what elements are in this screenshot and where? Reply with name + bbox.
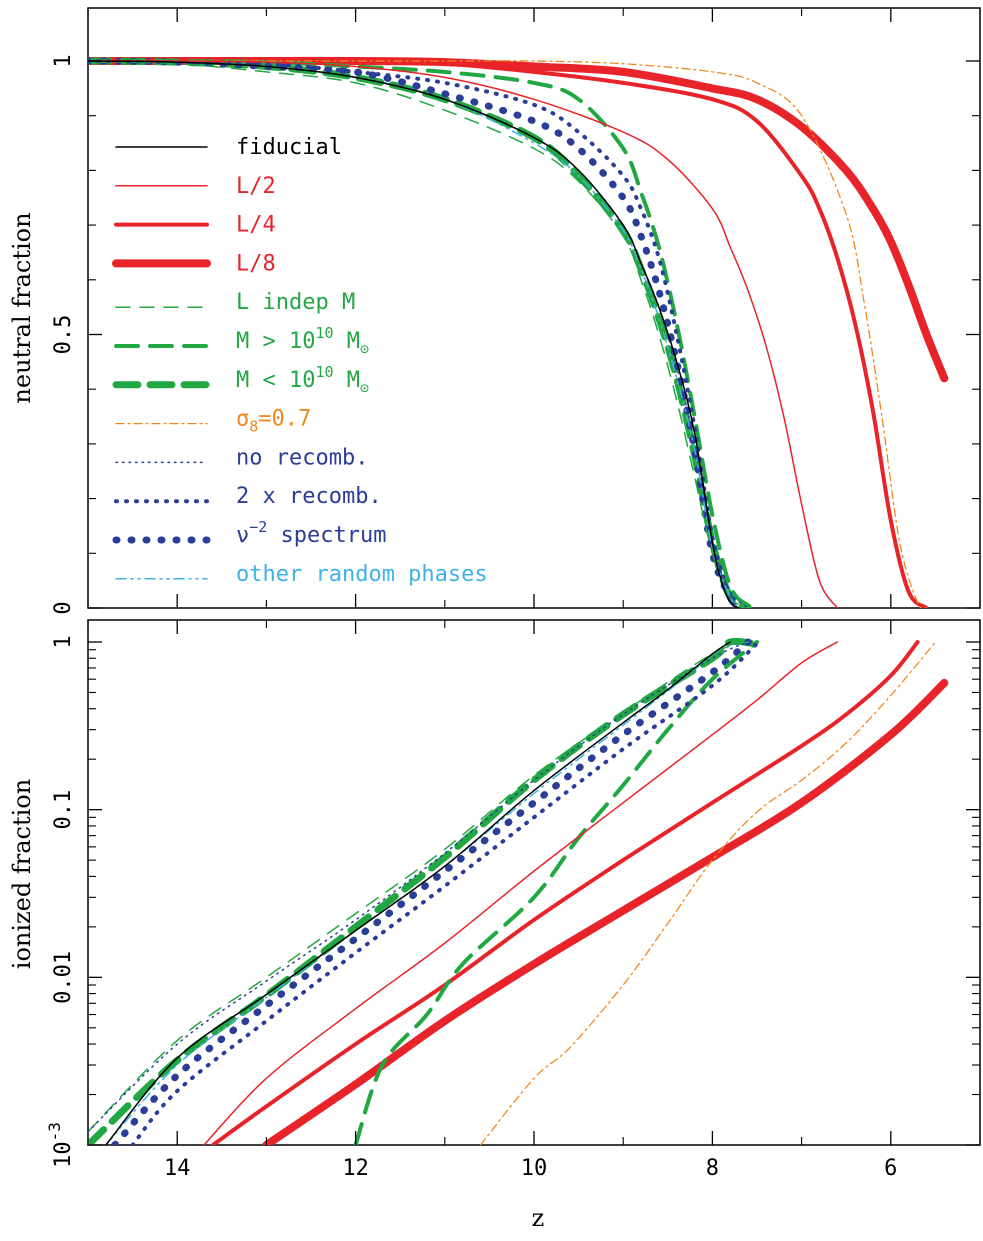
y-tick-label-top: 0.5 bbox=[51, 315, 76, 355]
x-tick-label: 14 bbox=[164, 1156, 191, 1181]
series-neutral-rec2 bbox=[88, 59, 742, 608]
legend-label-sig: σ8=0.7 bbox=[236, 407, 311, 436]
series-neutral-mlt bbox=[88, 57, 752, 608]
x-axis-label: z bbox=[532, 1204, 545, 1232]
y-axis-label-bottom: ionized fraction bbox=[8, 779, 36, 969]
series-neutral-fid bbox=[88, 60, 740, 608]
plot-frame-bot bbox=[87, 619, 981, 1146]
plot-frame-top bbox=[87, 7, 981, 609]
series-neutral-rnd bbox=[88, 60, 740, 608]
series-neutral-sig bbox=[88, 60, 928, 608]
panels bbox=[87, 7, 981, 1146]
series-ionized-norec bbox=[88, 641, 749, 1133]
series-neutral-lindep bbox=[88, 60, 749, 608]
bottom-panel-curves bbox=[88, 637, 949, 1145]
y-tick-label-bottom: 0.01 bbox=[51, 951, 76, 1004]
legend-label-nu2: ν−2 spectrum bbox=[236, 518, 387, 548]
legend-label-rnd: other random phases bbox=[236, 562, 488, 587]
legend-label-l2: L/2 bbox=[236, 174, 276, 199]
series-neutral-norec bbox=[88, 60, 749, 608]
x-tick-label: 10 bbox=[521, 1156, 548, 1181]
series-ionized-l2 bbox=[203, 641, 839, 1145]
series-ionized-lindep bbox=[88, 641, 749, 1133]
legend: fiducial L/2 L/4 L/8 L indep M M > 1010 M⊙ M <… bbox=[112, 135, 488, 587]
legend-label-l8: L/8 bbox=[236, 251, 276, 276]
y-tick-label-bottom: 10-3 bbox=[45, 1122, 76, 1168]
legend-label-lindep: L indep M bbox=[236, 290, 355, 315]
legend-label-fid: fiducial bbox=[236, 135, 342, 160]
series-neutral-l4 bbox=[88, 58, 929, 608]
series-ionized-fid bbox=[105, 641, 731, 1145]
y-tick-label-top: 1 bbox=[51, 54, 76, 67]
series-neutral-mgt bbox=[88, 58, 759, 608]
x-tick-label: 12 bbox=[342, 1156, 369, 1181]
series-ionized-rec2 bbox=[130, 641, 759, 1145]
series-ionized-sig bbox=[479, 641, 937, 1145]
top-panel-curves bbox=[88, 56, 949, 608]
series-neutral-l2 bbox=[88, 60, 839, 608]
legend-label-mlt: M < 1010 M⊙ bbox=[236, 363, 369, 397]
y-tick-label-bottom: 1 bbox=[51, 635, 76, 648]
series-neutral-nu2 bbox=[88, 57, 743, 608]
series-neutral-l8 bbox=[88, 56, 949, 383]
series-ionized-l4 bbox=[210, 640, 920, 1145]
y-tick-label-top: 0 bbox=[51, 601, 76, 614]
y-axis-label-top: neutral fraction bbox=[8, 212, 36, 403]
x-tick-label: 6 bbox=[884, 1156, 897, 1181]
axes-layer: 14 12 10 8 6 0 0.5 1 10-3 0.01 0.1 1 bbox=[45, 8, 981, 1181]
series-ionized-mgt bbox=[353, 640, 759, 1145]
legend-label-l4: L/4 bbox=[236, 213, 276, 238]
x-tick-label: 8 bbox=[706, 1156, 719, 1181]
legend-label-norec: no recomb. bbox=[236, 445, 368, 470]
y-tick-label-bottom: 0.1 bbox=[51, 790, 76, 830]
legend-label-rec2: 2 x recomb. bbox=[236, 484, 382, 509]
legend-label-mgt: M > 1010 M⊙ bbox=[236, 324, 369, 358]
